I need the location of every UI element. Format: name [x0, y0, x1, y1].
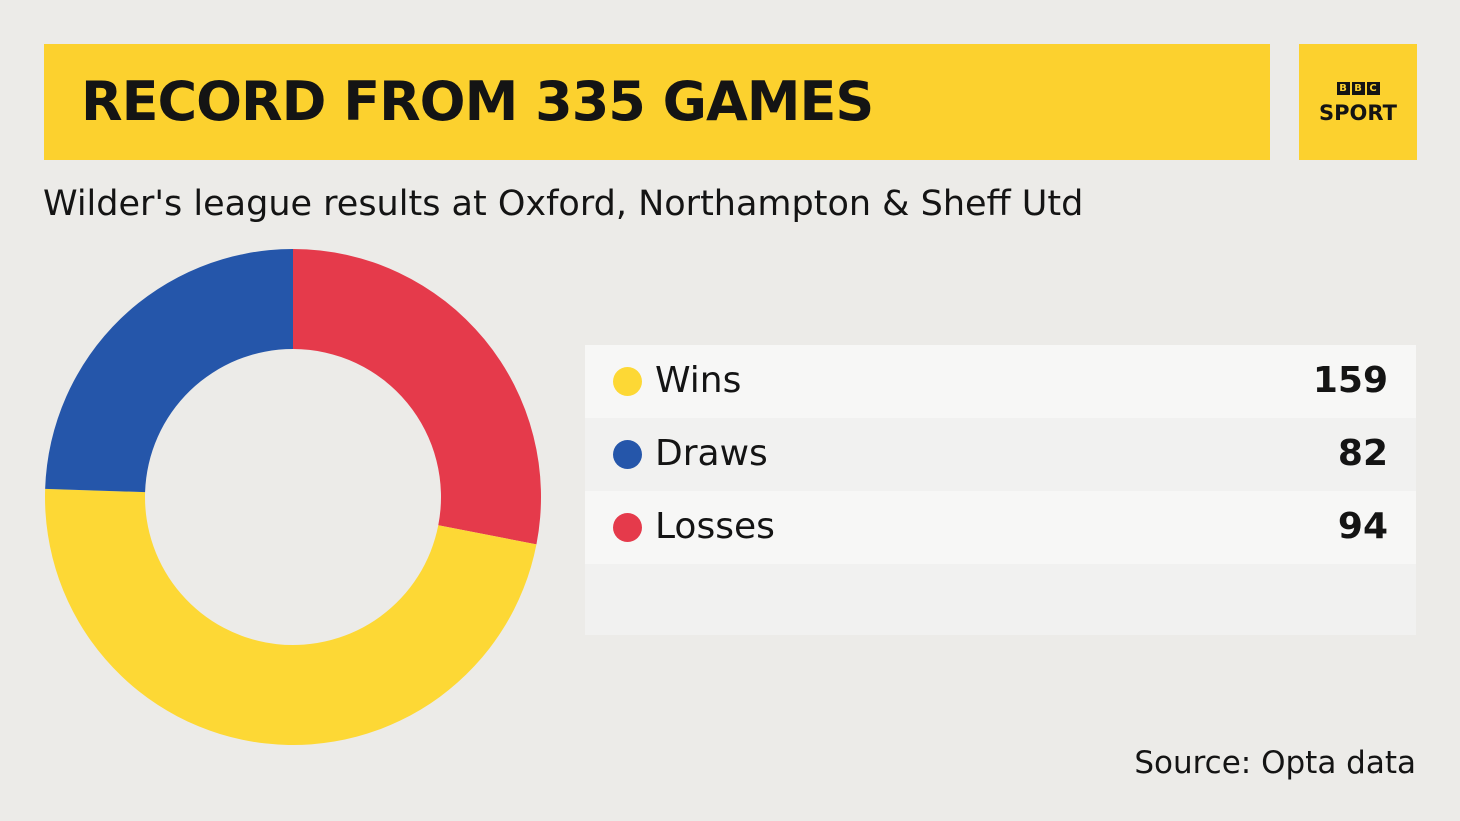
- legend-row-losses: Losses 94: [585, 491, 1416, 564]
- source-note: Source: Opta data: [1134, 745, 1416, 781]
- legend-label-losses: Losses: [655, 506, 775, 547]
- legend-value-losses: 94: [1337, 506, 1388, 547]
- chart-subtitle: Wilder's league results at Oxford, North…: [43, 184, 1084, 224]
- bbc-logo-letter-c: C: [1366, 82, 1380, 95]
- wins-color-dot: [613, 367, 642, 396]
- legend-value-wins: 159: [1312, 360, 1388, 401]
- legend-row-wins: Wins 159: [585, 345, 1416, 418]
- title-banner: RECORD FROM 335 GAMES: [44, 44, 1270, 160]
- bbc-logo-blocks: B B C: [1299, 82, 1417, 95]
- legend-row-empty: [585, 564, 1416, 635]
- legend-row-draws: Draws 82: [585, 418, 1416, 491]
- bbc-sport-logo: B B C SPORT: [1299, 44, 1417, 160]
- bbc-logo-letter-b1: B: [1336, 82, 1350, 95]
- draws-color-dot: [613, 440, 642, 469]
- legend-label-wins: Wins: [655, 360, 742, 401]
- legend-label-draws: Draws: [655, 433, 768, 474]
- donut-chart: [44, 249, 541, 746]
- legend-table: Wins 159 Draws 82 Losses 94: [585, 345, 1416, 635]
- chart-title: RECORD FROM 335 GAMES: [81, 70, 874, 133]
- bbc-logo-letter-b2: B: [1351, 82, 1365, 95]
- donut-slice-losses: [293, 249, 541, 545]
- losses-color-dot: [613, 513, 642, 542]
- legend-value-draws: 82: [1337, 433, 1388, 474]
- sport-logo-word: SPORT: [1319, 101, 1397, 125]
- donut-slice-draws: [45, 249, 293, 493]
- donut-slice-wins: [44, 488, 537, 746]
